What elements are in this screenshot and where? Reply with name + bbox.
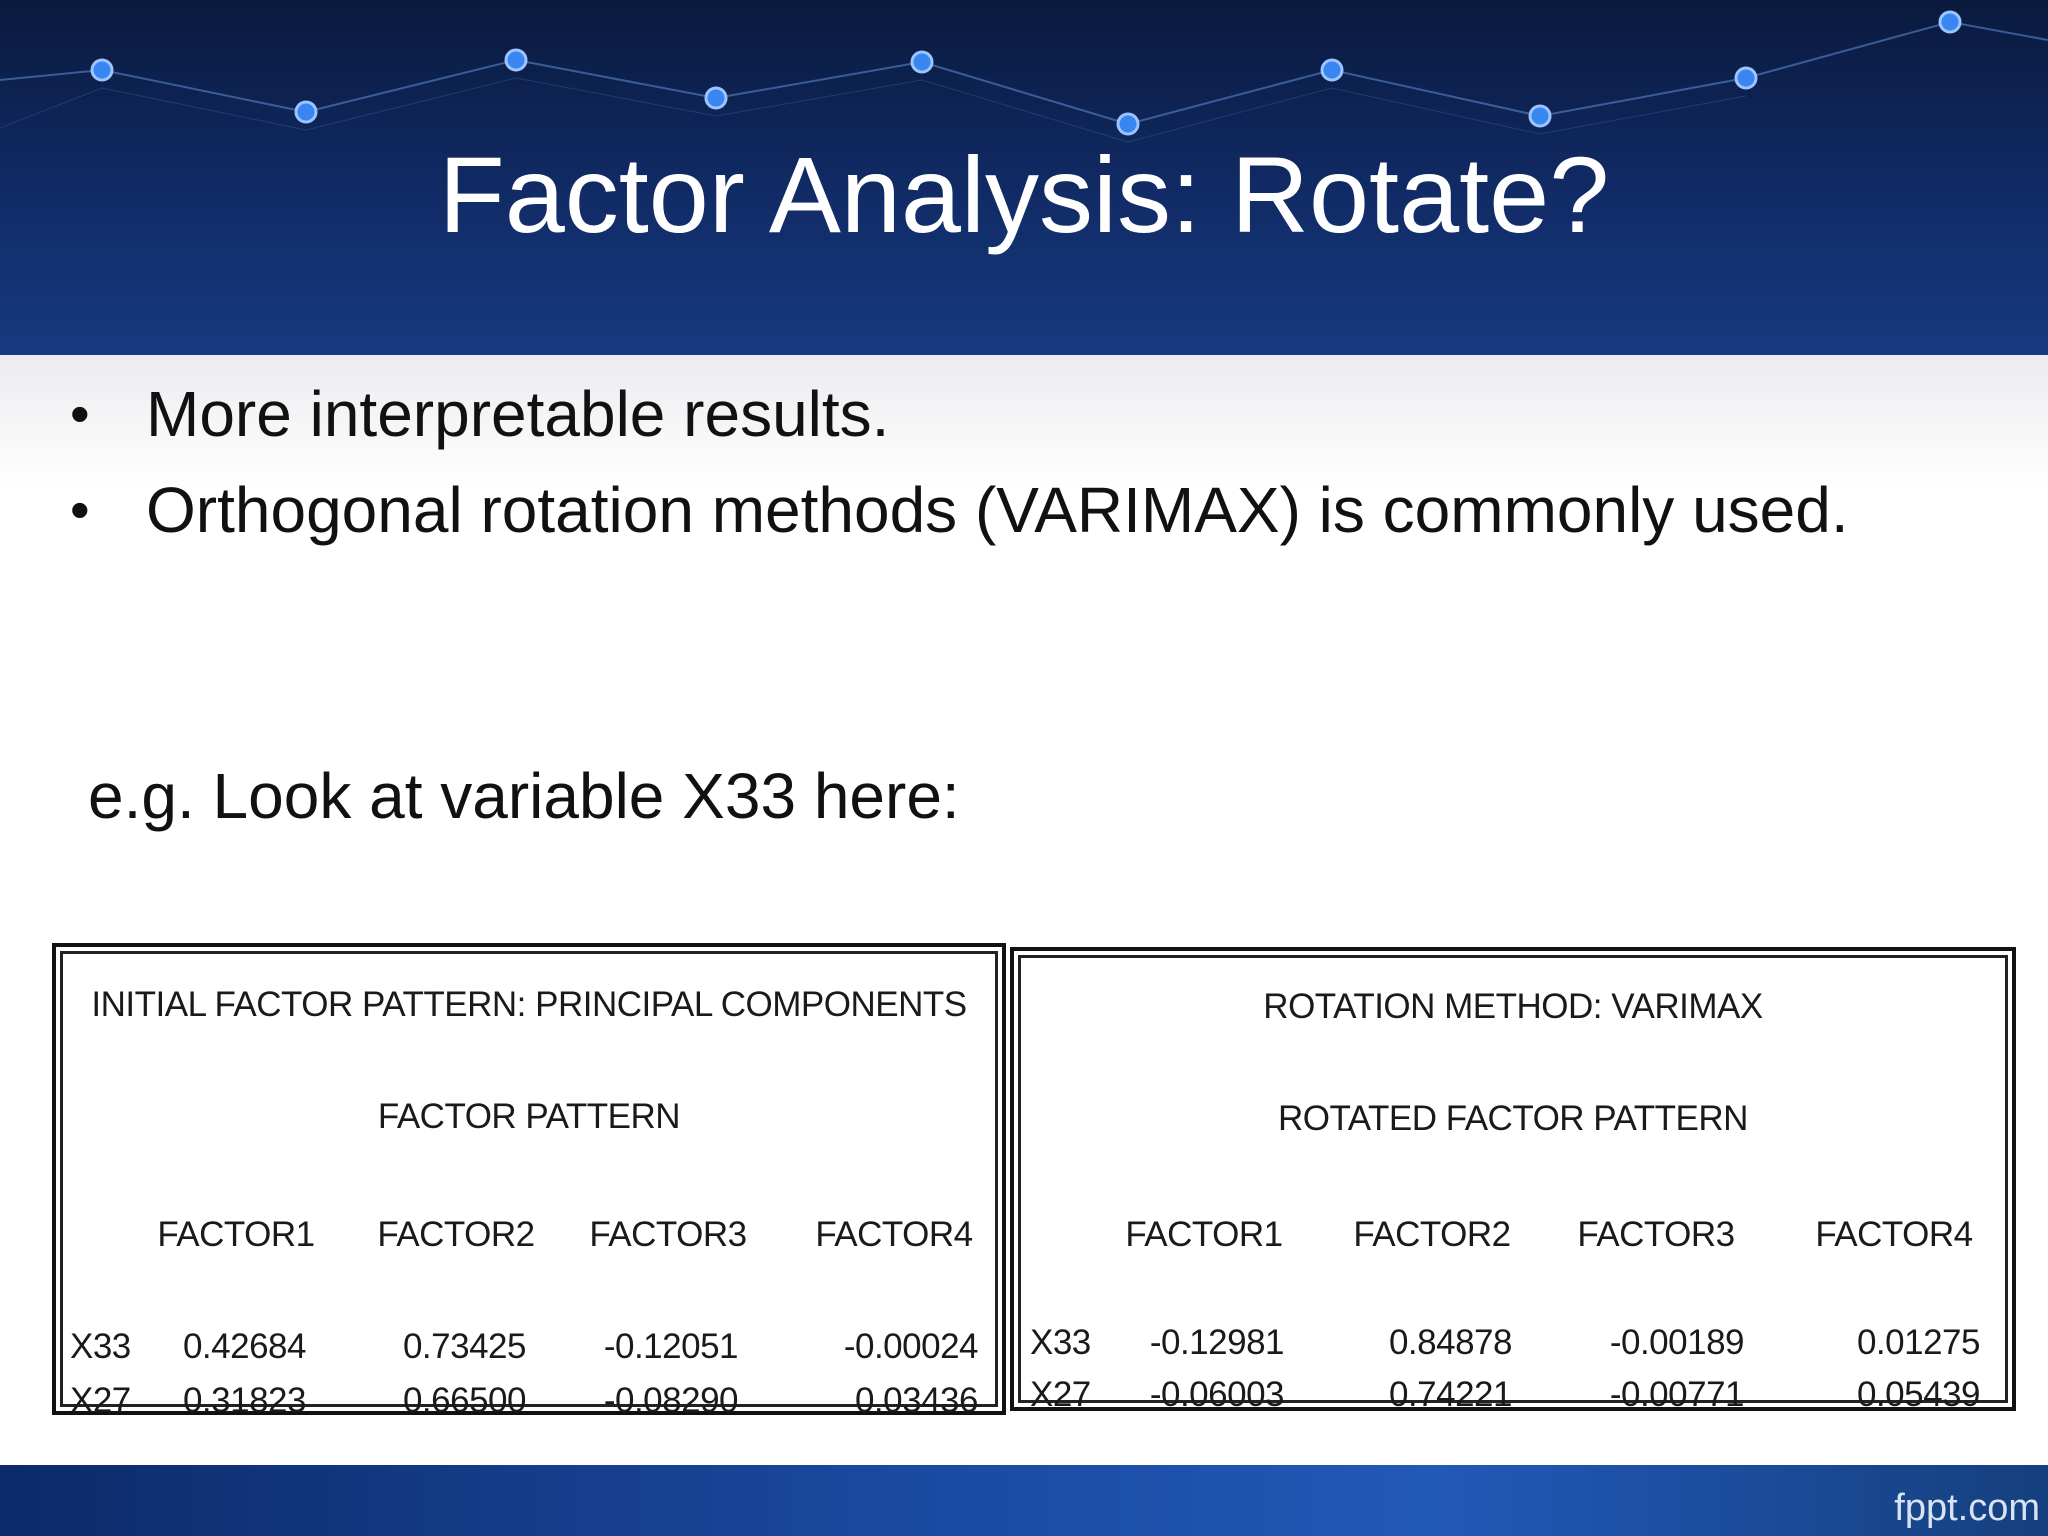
bullet-text: More interpretable results. — [146, 378, 890, 450]
bullet-item: • More interpretable results. — [70, 373, 1886, 455]
slide-footer: fppt.com — [0, 1465, 2048, 1536]
bullet-dot-icon: • — [70, 382, 90, 445]
row-label: X33 — [70, 1327, 131, 1366]
table-cell: 0.66500 — [402, 1381, 527, 1420]
column-header: FACTOR4 — [1815, 1215, 1973, 1254]
table-title: INITIAL FACTOR PATTERN: PRINCIPAL COMPON… — [91, 985, 967, 1024]
table-cell: 0.31823 — [182, 1381, 307, 1420]
bullet-text: Orthogonal rotation methods (VARIMAX) is… — [146, 474, 1849, 546]
rotated-factor-table: ROTATION METHOD: VARIMAX ROTATED FACTOR … — [1010, 947, 2016, 1414]
column-header: FACTOR2 — [1353, 1215, 1511, 1254]
row-label: X33 — [1030, 1323, 1091, 1362]
column-header: FACTOR3 — [589, 1215, 747, 1254]
table-cell: 0.73425 — [402, 1327, 527, 1366]
table-cell: 0.42684 — [182, 1327, 307, 1366]
table-cell: 0.84878 — [1388, 1323, 1513, 1362]
table-cell: -0.00024 — [843, 1327, 979, 1366]
bullet-dot-icon: • — [70, 478, 90, 541]
initial-factor-table: INITIAL FACTOR PATTERN: PRINCIPAL COMPON… — [52, 943, 1006, 1420]
column-header: FACTOR1 — [1125, 1215, 1283, 1254]
table-cell: -0.00189 — [1609, 1323, 1745, 1362]
row-label: X27 — [1030, 1375, 1091, 1414]
slide-title: Factor Analysis: Rotate? — [438, 134, 1610, 255]
table-cell: -0.12051 — [603, 1327, 739, 1366]
table-subtitle: FACTOR PATTERN — [377, 1097, 681, 1136]
table-cell: -0.12981 — [1149, 1323, 1285, 1362]
row-label: X27 — [70, 1381, 131, 1420]
column-header: FACTOR1 — [157, 1215, 315, 1254]
bullet-item: • Orthogonal rotation methods (VARIMAX) … — [70, 469, 1886, 551]
slide-header: Factor Analysis: Rotate? — [0, 0, 2048, 355]
table-cell: -0.00771 — [1609, 1375, 1745, 1414]
table-cell: -0.08290 — [603, 1381, 739, 1420]
column-header: FACTOR3 — [1577, 1215, 1735, 1254]
table-cell: -0.06003 — [1149, 1375, 1285, 1414]
example-line: e.g. Look at variable X33 here: — [88, 760, 960, 832]
slide-body: • More interpretable results. • Orthogon… — [0, 355, 2048, 1465]
table-cell: 0.74221 — [1388, 1375, 1513, 1414]
table-cell: 0.01275 — [1856, 1323, 1981, 1362]
table-cell: 0.03436 — [854, 1381, 979, 1420]
table-cell: 0.05439 — [1856, 1375, 1981, 1414]
column-header: FACTOR2 — [377, 1215, 535, 1254]
table-title: ROTATION METHOD: VARIMAX — [1263, 987, 1763, 1026]
footer-brand: fppt.com — [1894, 1487, 2040, 1529]
table-subtitle: ROTATED FACTOR PATTERN — [1278, 1099, 1748, 1138]
column-header: FACTOR4 — [815, 1215, 973, 1254]
network-decoration-icon — [0, 10, 2048, 143]
